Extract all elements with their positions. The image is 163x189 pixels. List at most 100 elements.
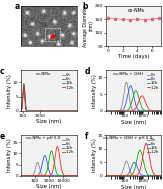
1.2h — [62, 173, 64, 176]
12h — [76, 175, 78, 177]
1.2h — [141, 95, 143, 97]
Y-axis label: Intensity (%): Intensity (%) — [92, 139, 97, 172]
6h — [137, 168, 139, 170]
0h — [105, 175, 107, 177]
6h — [137, 108, 139, 111]
12h — [108, 110, 110, 112]
12h — [153, 175, 155, 177]
Line: 12h: 12h — [21, 151, 77, 176]
Line: 6h: 6h — [106, 162, 161, 176]
6h — [139, 171, 141, 174]
0h — [53, 110, 55, 112]
0h — [56, 175, 58, 177]
1.2h — [68, 110, 70, 112]
12h — [139, 99, 141, 102]
Text: d: d — [85, 67, 90, 76]
1.2h — [76, 175, 78, 177]
1.2h — [140, 95, 142, 97]
1.2h — [140, 164, 142, 167]
12h — [68, 110, 70, 112]
Legend: 0h, 6h, 12h, 1.2h: 0h, 6h, 12h, 1.2h — [146, 137, 159, 155]
1.2h — [139, 98, 141, 101]
12h — [23, 83, 25, 85]
0h — [24, 175, 26, 177]
6h — [53, 175, 55, 177]
1.2h — [56, 145, 58, 148]
1.2h — [56, 110, 58, 112]
12h — [139, 149, 141, 151]
0h — [59, 110, 61, 112]
1.2h — [139, 171, 141, 173]
1.2h — [108, 110, 110, 112]
Y-axis label: Intensity (%): Intensity (%) — [7, 139, 12, 172]
1.2h — [153, 173, 155, 175]
1.2h — [56, 147, 58, 149]
Legend: 0h, 6h, 12h, 1.2h: 0h, 6h, 12h, 1.2h — [146, 72, 159, 90]
12h — [139, 149, 141, 152]
1.2h — [160, 175, 162, 177]
6h — [133, 161, 135, 163]
12h — [105, 175, 107, 177]
0h — [53, 175, 55, 177]
12h — [160, 175, 162, 177]
1.2h — [57, 110, 59, 112]
1.2h — [108, 175, 110, 177]
6h — [105, 175, 107, 177]
1.2h — [20, 175, 22, 177]
X-axis label: Size (nm): Size (nm) — [36, 184, 62, 189]
6h — [147, 110, 149, 112]
12h — [60, 110, 62, 112]
1.2h — [20, 109, 22, 112]
X-axis label: Size (nm): Size (nm) — [121, 185, 146, 189]
6h — [108, 110, 110, 112]
6h — [54, 110, 56, 112]
Line: 6h: 6h — [106, 86, 161, 111]
6h — [153, 175, 155, 177]
6h — [44, 154, 46, 157]
Text: co-NMs + pH 5.0: co-NMs + pH 5.0 — [26, 136, 61, 140]
6h — [20, 175, 22, 177]
12h — [54, 110, 56, 112]
Line: 1.2h: 1.2h — [106, 96, 161, 111]
Line: 0h: 0h — [21, 84, 77, 111]
12h — [76, 110, 78, 112]
Line: 0h: 0h — [21, 162, 77, 176]
12h — [147, 174, 149, 176]
0h — [76, 110, 78, 112]
12h — [62, 175, 64, 177]
6h — [56, 110, 58, 112]
0h — [126, 160, 127, 162]
12h — [20, 175, 22, 177]
12h — [20, 109, 22, 112]
12h — [147, 110, 149, 112]
12h — [160, 110, 162, 112]
12h — [24, 175, 26, 177]
Line: 0h: 0h — [106, 82, 161, 111]
6h — [130, 84, 132, 87]
0h — [153, 110, 155, 112]
6h — [153, 110, 155, 112]
12h — [56, 172, 58, 174]
6h — [140, 174, 142, 176]
Polygon shape — [51, 35, 55, 38]
0h — [160, 110, 162, 112]
12h — [54, 165, 56, 168]
0h — [137, 175, 139, 177]
Legend: 0h, 6h, 12h, 1.2h: 0h, 6h, 12h, 1.2h — [61, 137, 75, 155]
6h — [63, 110, 65, 112]
6h — [23, 84, 25, 86]
0h — [153, 175, 155, 177]
Text: co-NMs + GSH + pH 5.0: co-NMs + GSH + pH 5.0 — [103, 136, 153, 140]
0h — [24, 92, 26, 94]
6h — [53, 110, 55, 112]
0h — [126, 81, 127, 83]
0h — [139, 110, 141, 112]
6h — [68, 175, 70, 177]
Text: e: e — [0, 132, 5, 141]
Text: b: b — [82, 2, 88, 11]
0h — [20, 175, 22, 177]
Line: 0h: 0h — [106, 161, 161, 176]
12h — [53, 157, 55, 159]
12h — [105, 110, 107, 112]
Text: f: f — [85, 132, 88, 141]
